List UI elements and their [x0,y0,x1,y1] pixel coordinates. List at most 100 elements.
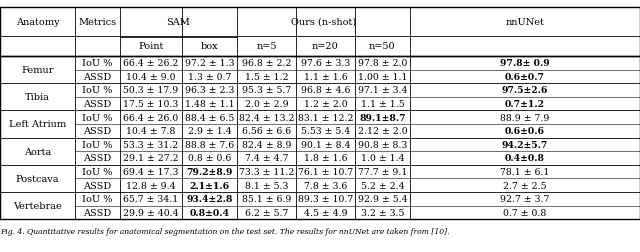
Text: 0.6±0.6: 0.6±0.6 [505,127,545,136]
Text: 65.7 ± 34.1: 65.7 ± 34.1 [123,195,179,203]
Text: 7.8 ± 3.6: 7.8 ± 3.6 [304,181,347,190]
Text: 2.9 ± 1.4: 2.9 ± 1.4 [188,127,232,136]
Text: ASSD: ASSD [83,127,111,136]
Text: 1.3 ± 0.7: 1.3 ± 0.7 [188,73,231,81]
Text: 0.4±0.8: 0.4±0.8 [505,154,545,163]
Text: Femur: Femur [21,66,54,75]
Text: Anatomy: Anatomy [15,18,60,26]
Text: 88.8 ± 7.6: 88.8 ± 7.6 [185,140,234,149]
Text: 5.2 ± 2.4: 5.2 ± 2.4 [360,181,404,190]
Text: 73.3 ± 11.2: 73.3 ± 11.2 [239,167,294,176]
Text: 76.1 ± 10.7: 76.1 ± 10.7 [298,167,353,176]
Text: 0.7 ± 0.8: 0.7 ± 0.8 [504,208,547,217]
Text: IoU %: IoU % [82,86,113,95]
Text: 6.56 ± 6.6: 6.56 ± 6.6 [243,127,291,136]
Text: SAM: SAM [166,18,191,26]
Text: 4.5 ± 4.9: 4.5 ± 4.9 [303,208,348,217]
Text: Tibia: Tibia [25,93,50,102]
Text: 97.8 ± 2.0: 97.8 ± 2.0 [358,59,407,68]
Text: 1.2 ± 2.0: 1.2 ± 2.0 [303,100,348,109]
Text: 17.5 ± 10.3: 17.5 ± 10.3 [123,100,179,109]
Text: 7.4 ± 4.7: 7.4 ± 4.7 [245,154,289,163]
Text: n=50: n=50 [369,42,396,51]
Text: 50.3 ± 17.9: 50.3 ± 17.9 [123,86,179,95]
Text: 8.1 ± 5.3: 8.1 ± 5.3 [245,181,289,190]
Text: IoU %: IoU % [82,59,113,68]
Text: 89.1±8.7: 89.1±8.7 [359,113,406,122]
Text: 1.1 ± 1.6: 1.1 ± 1.6 [303,73,348,81]
Text: 94.2±5.7: 94.2±5.7 [502,140,548,149]
Text: 79.2±8.9: 79.2±8.9 [186,167,233,176]
Text: IoU %: IoU % [82,140,113,149]
Text: IoU %: IoU % [82,167,113,176]
Text: 1.48 ± 1.1: 1.48 ± 1.1 [185,100,234,109]
Text: 77.7 ± 9.1: 77.7 ± 9.1 [358,167,407,176]
Text: 85.1 ± 6.9: 85.1 ± 6.9 [242,195,292,203]
Text: 12.8 ± 9.4: 12.8 ± 9.4 [126,181,175,190]
Text: 5.53 ± 5.4: 5.53 ± 5.4 [301,127,350,136]
Text: 66.4 ± 26.0: 66.4 ± 26.0 [123,113,179,122]
Text: 1.1 ± 1.5: 1.1 ± 1.5 [360,100,404,109]
Text: ASSD: ASSD [83,154,111,163]
Text: Postcava: Postcava [16,174,59,183]
Text: 97.2 ± 1.3: 97.2 ± 1.3 [185,59,234,68]
Text: Point: Point [138,42,163,51]
Text: 10.4 ± 9.0: 10.4 ± 9.0 [126,73,175,81]
Text: 0.8±0.4: 0.8±0.4 [189,208,230,217]
Text: ASSD: ASSD [83,100,111,109]
Text: 97.1 ± 3.4: 97.1 ± 3.4 [358,86,407,95]
Text: box: box [201,42,218,51]
Text: 82.4 ± 8.9: 82.4 ± 8.9 [242,140,292,149]
Text: n=20: n=20 [312,42,339,51]
Text: nnUNet: nnUNet [506,18,545,26]
Text: 1.00 ± 1.1: 1.00 ± 1.1 [358,73,407,81]
Text: n=5: n=5 [257,42,277,51]
Text: 97.8± 0.9: 97.8± 0.9 [500,59,550,68]
Text: 29.1 ± 27.2: 29.1 ± 27.2 [123,154,179,163]
Text: 1.8 ± 1.6: 1.8 ± 1.6 [304,154,347,163]
Text: 78.1 ± 6.1: 78.1 ± 6.1 [500,167,550,176]
Text: Fig. 4. Quantitative results for anatomical segmentation on the test set. The re: Fig. 4. Quantitative results for anatomi… [0,227,449,235]
Text: 92.7 ± 3.7: 92.7 ± 3.7 [500,195,550,203]
Text: 1.0 ± 1.4: 1.0 ± 1.4 [360,154,404,163]
Text: Metrics: Metrics [78,18,116,26]
Text: 97.6 ± 3.3: 97.6 ± 3.3 [301,59,350,68]
Text: 93.4±2.8: 93.4±2.8 [186,195,233,203]
Text: Left Atrium: Left Atrium [9,120,66,129]
Text: Aorta: Aorta [24,147,51,156]
Text: 0.8 ± 0.6: 0.8 ± 0.6 [188,154,231,163]
Text: 29.9 ± 40.4: 29.9 ± 40.4 [123,208,179,217]
Text: 53.3 ± 31.2: 53.3 ± 31.2 [123,140,179,149]
Text: 90.8 ± 8.3: 90.8 ± 8.3 [358,140,407,149]
Text: 2.0 ± 2.9: 2.0 ± 2.9 [245,100,289,109]
Text: IoU %: IoU % [82,113,113,122]
Text: 96.8 ± 4.6: 96.8 ± 4.6 [301,86,350,95]
Text: 96.3 ± 2.3: 96.3 ± 2.3 [185,86,234,95]
Text: 88.9 ± 7.9: 88.9 ± 7.9 [500,113,550,122]
Text: ASSD: ASSD [83,73,111,81]
Text: 69.4 ± 17.3: 69.4 ± 17.3 [123,167,179,176]
Text: Ours (n-shot): Ours (n-shot) [291,18,356,26]
Text: ASSD: ASSD [83,208,111,217]
Text: 6.2 ± 5.7: 6.2 ± 5.7 [245,208,289,217]
Text: 97.5±2.6: 97.5±2.6 [502,86,548,95]
Text: 0.6±0.7: 0.6±0.7 [505,73,545,81]
Text: 2.1±1.6: 2.1±1.6 [189,181,230,190]
Text: 2.7 ± 2.5: 2.7 ± 2.5 [504,181,547,190]
Text: 3.2 ± 3.5: 3.2 ± 3.5 [361,208,404,217]
Text: 2.12 ± 2.0: 2.12 ± 2.0 [358,127,407,136]
Text: 90.1 ± 8.4: 90.1 ± 8.4 [301,140,350,149]
Text: 83.1 ± 12.2: 83.1 ± 12.2 [298,113,353,122]
Text: 88.4 ± 6.5: 88.4 ± 6.5 [185,113,234,122]
Text: Vertebrae: Vertebrae [13,201,62,210]
Text: 0.7±1.2: 0.7±1.2 [505,100,545,109]
Text: 92.9 ± 5.4: 92.9 ± 5.4 [358,195,407,203]
Text: 96.8 ± 2.2: 96.8 ± 2.2 [242,59,292,68]
Text: 82.4 ± 13.2: 82.4 ± 13.2 [239,113,294,122]
Text: 66.4 ± 26.2: 66.4 ± 26.2 [123,59,179,68]
Text: ASSD: ASSD [83,181,111,190]
Text: 1.5 ± 1.2: 1.5 ± 1.2 [245,73,289,81]
Text: 95.3 ± 5.7: 95.3 ± 5.7 [243,86,291,95]
Text: 89.3 ± 10.7: 89.3 ± 10.7 [298,195,353,203]
Text: 10.4 ± 7.8: 10.4 ± 7.8 [126,127,175,136]
